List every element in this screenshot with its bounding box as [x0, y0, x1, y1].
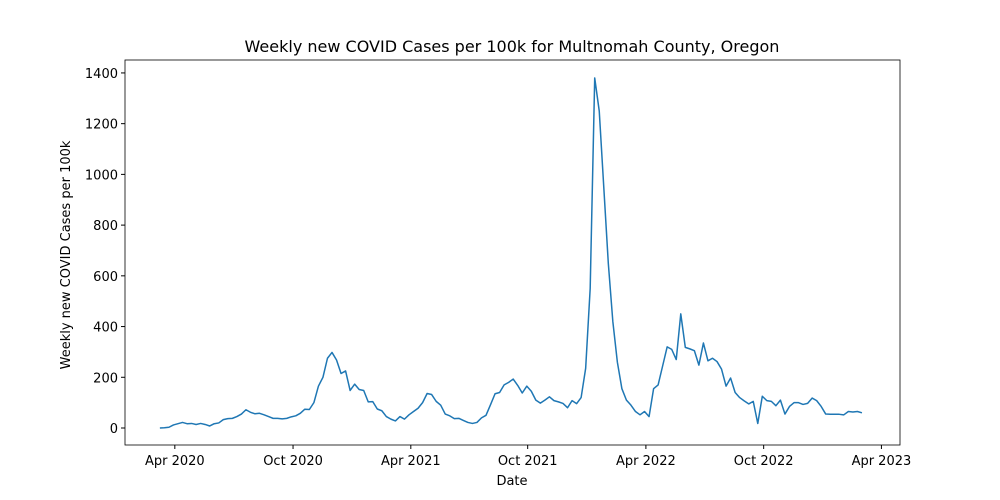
x-tick-label: Apr 2023: [852, 454, 912, 469]
x-tick-label: Apr 2021: [381, 454, 441, 469]
y-axis-label: Weekly new COVID Cases per 100k: [59, 140, 74, 369]
plot-frame: [124, 59, 901, 446]
x-tick-label: Oct 2022: [734, 454, 794, 469]
x-axis-label: Date: [496, 474, 527, 489]
y-tick-label: 1400: [85, 67, 118, 82]
x-tick-label: Oct 2021: [498, 454, 558, 469]
x-tick-label: Apr 2022: [616, 454, 676, 469]
y-tick-label: 600: [93, 270, 118, 285]
chart-title: Weekly new COVID Cases per 100k for Mult…: [245, 37, 780, 56]
y-tick-label: 1200: [85, 118, 118, 133]
y-tick-label: 400: [93, 321, 118, 336]
y-tick-label: 0: [110, 422, 118, 437]
y-tick-label: 200: [93, 371, 118, 386]
line: [159, 77, 863, 429]
y-tick-label: 1000: [85, 168, 118, 183]
x-tick-label: Apr 2020: [145, 454, 205, 469]
y-tick-label: 800: [93, 219, 118, 234]
x-tick-label: Oct 2020: [263, 454, 323, 469]
